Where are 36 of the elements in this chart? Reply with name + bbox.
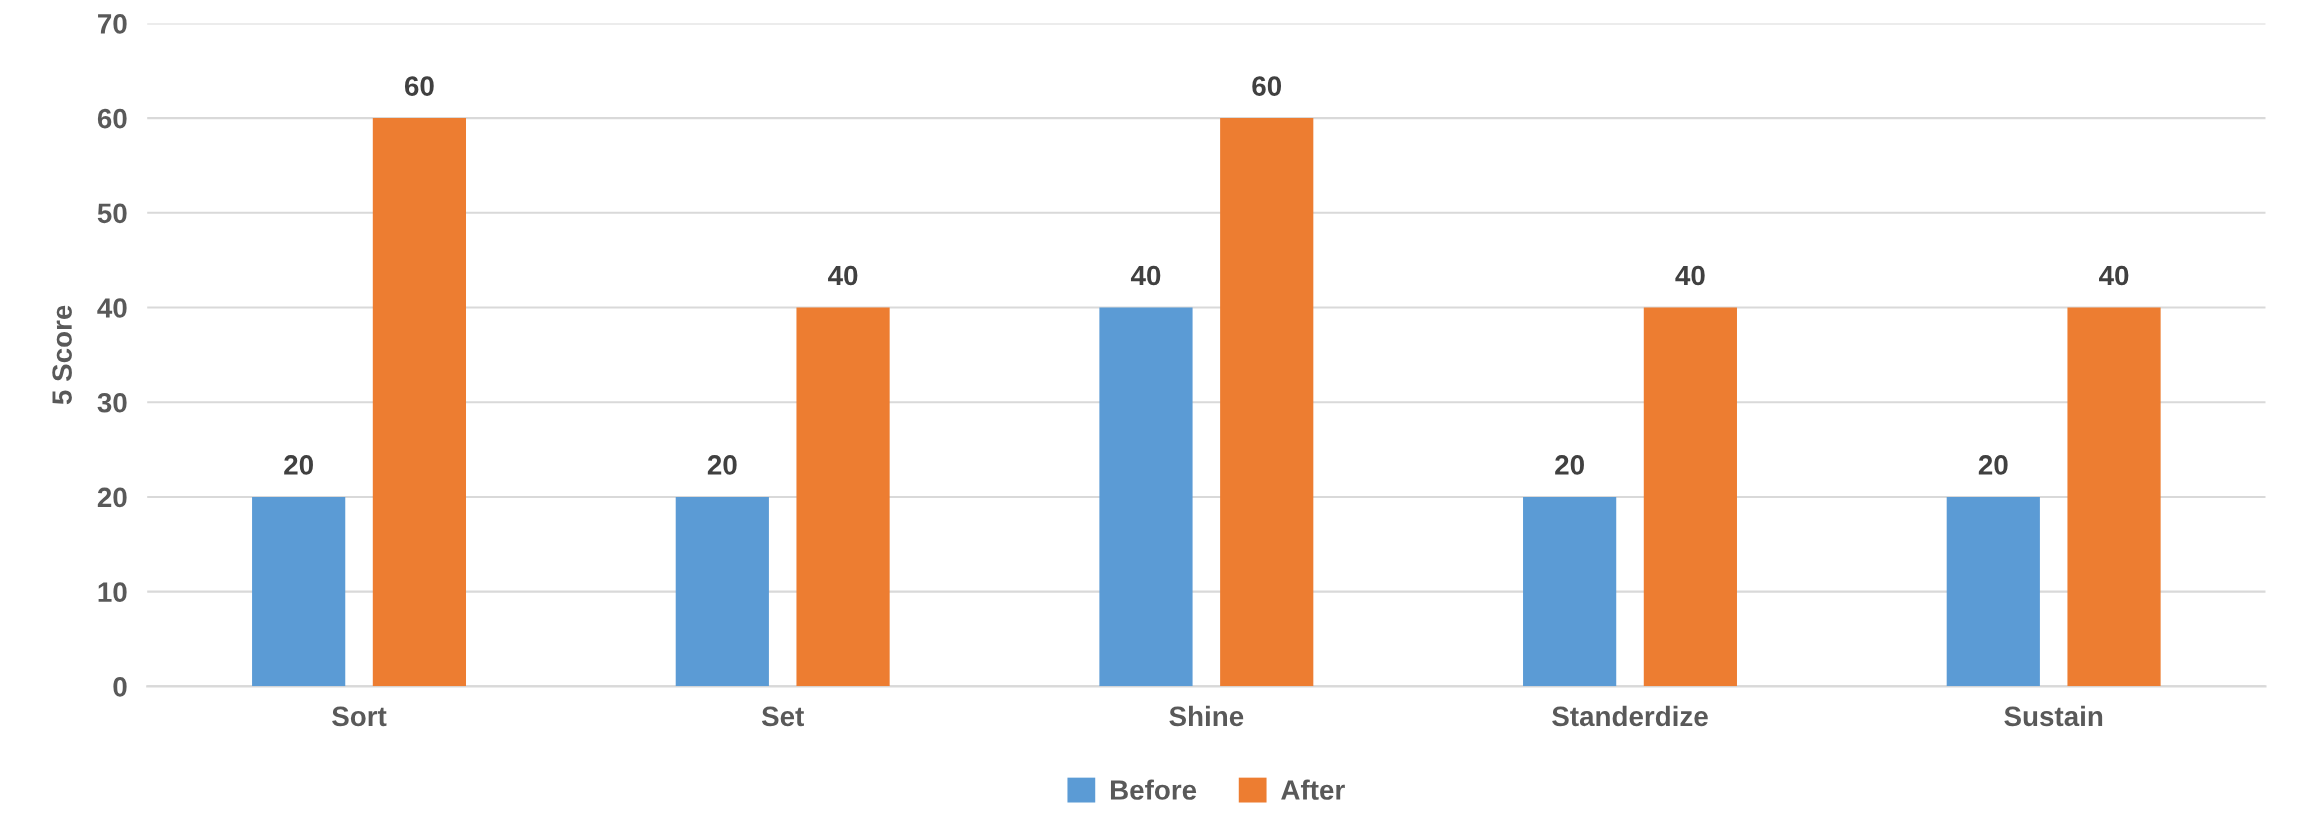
bar: [796, 307, 890, 687]
data-label: 20: [707, 455, 737, 475]
y-tick-label: 70: [98, 14, 127, 34]
data-label: 40: [1130, 265, 1161, 286]
bar: [1099, 307, 1193, 687]
bar: [1523, 496, 1617, 687]
bar: [675, 496, 769, 687]
legend-label: After: [1281, 779, 1345, 800]
data-label: 40: [828, 265, 858, 286]
y-tick-label: 10: [98, 582, 127, 602]
y-axis-title: 5 Score: [52, 305, 72, 405]
y-tick-label: 60: [97, 108, 127, 129]
y-tick-label: 30: [97, 392, 127, 413]
data-label: 60: [404, 76, 434, 96]
data-label: 20: [284, 455, 313, 475]
bar: [1220, 118, 1314, 687]
bar: [1946, 496, 2040, 687]
data-label: 20: [1555, 455, 1584, 475]
y-tick-label: 50: [97, 203, 127, 224]
x-tick-label: Standerdize: [1552, 705, 1708, 727]
bar: [2067, 307, 2161, 687]
x-tick-label: Sort: [332, 706, 387, 727]
x-tick-label: Sustain: [2004, 705, 2103, 727]
x-tick-label: Shine: [1169, 705, 1244, 727]
y-tick-label: 20: [97, 487, 127, 508]
data-label: 40: [2099, 265, 2129, 286]
legend-label: Before: [1110, 779, 1197, 800]
data-label: 20: [1978, 455, 2008, 475]
y-tick-label: 0: [113, 677, 127, 697]
data-label: 60: [1252, 76, 1282, 96]
x-tick-label: Set: [761, 706, 804, 727]
y-tick-label: 40: [97, 298, 127, 318]
bar: [372, 118, 466, 687]
bar: [1643, 307, 1737, 687]
data-label: 40: [1675, 265, 1705, 286]
bar: [252, 496, 346, 687]
